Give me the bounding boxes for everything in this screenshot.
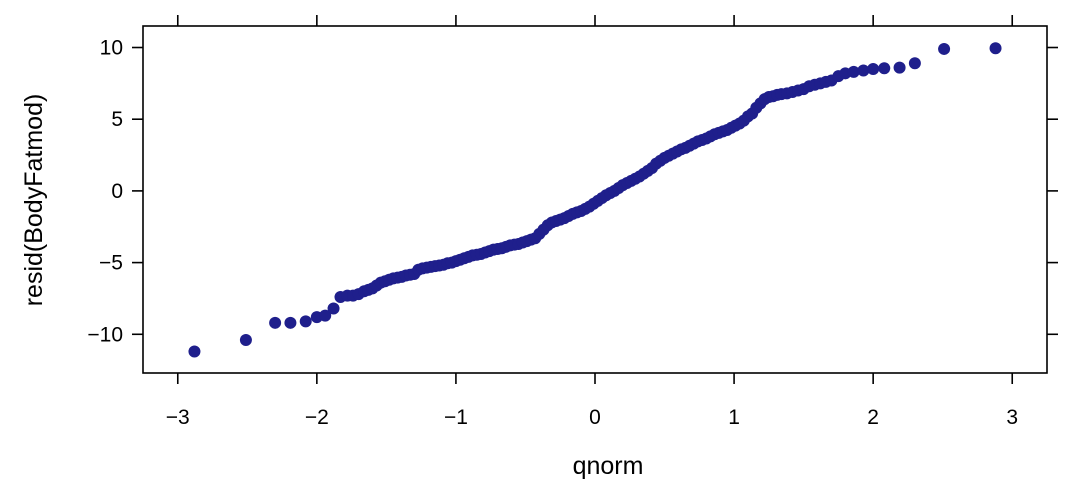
y-axis-left: −10 −5 0 5 10 bbox=[87, 37, 143, 346]
data-point bbox=[893, 61, 906, 74]
x-axis-top-ticks bbox=[176, 15, 1014, 26]
x-tick-label: −2 bbox=[305, 406, 329, 429]
data-point bbox=[319, 309, 332, 322]
y-tick-label: −10 bbox=[87, 323, 123, 346]
x-tick-label: −3 bbox=[166, 406, 190, 429]
x-axis-title: qnorm bbox=[573, 452, 644, 480]
x-tick-label: 2 bbox=[867, 406, 879, 429]
data-point bbox=[299, 315, 312, 328]
y-tick-label: 5 bbox=[111, 108, 123, 131]
y-tick-label: 10 bbox=[100, 37, 123, 60]
data-point bbox=[188, 345, 201, 358]
data-point bbox=[857, 64, 870, 77]
data-point bbox=[239, 334, 252, 347]
data-point bbox=[847, 65, 860, 78]
data-point bbox=[878, 62, 891, 75]
x-axis-bottom: −3 −2 −1 0 1 2 3 bbox=[166, 373, 1018, 429]
data-point bbox=[867, 63, 880, 76]
data-point bbox=[938, 42, 951, 55]
data-point bbox=[908, 57, 921, 70]
data-points bbox=[188, 42, 1002, 358]
data-point bbox=[269, 316, 282, 329]
x-tick-label: 3 bbox=[1006, 406, 1018, 429]
y-axis-title: resid(BodyFatmod) bbox=[20, 94, 48, 307]
x-tick-label: 1 bbox=[728, 406, 740, 429]
y-tick-label: 0 bbox=[111, 180, 123, 203]
y-axis-right-ticks bbox=[1047, 46, 1058, 336]
data-point bbox=[284, 316, 297, 329]
x-tick-label: −1 bbox=[444, 406, 468, 429]
data-point bbox=[327, 302, 340, 315]
y-tick-label: −5 bbox=[99, 252, 123, 275]
data-point bbox=[989, 42, 1002, 55]
x-tick-label: 0 bbox=[589, 406, 601, 429]
